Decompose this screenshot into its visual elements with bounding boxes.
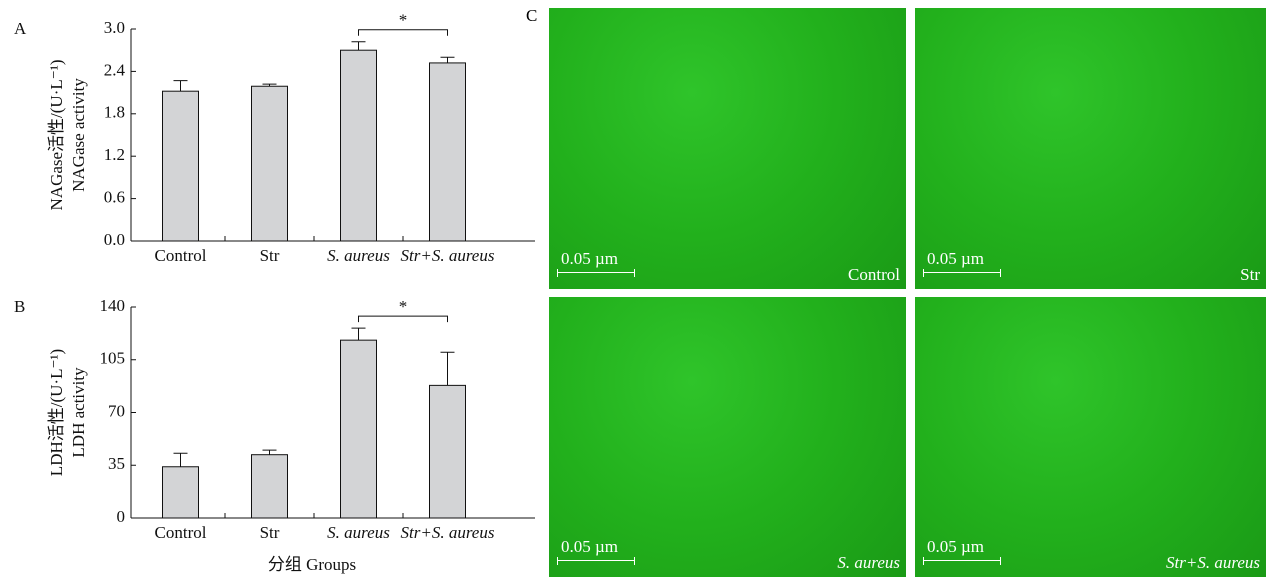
panel-label: C: [526, 6, 537, 26]
y-tick-label: 0.0: [104, 230, 125, 249]
scale-bar: [923, 557, 1001, 565]
micrograph: 0.05 µm S. aureus: [549, 297, 906, 577]
error-bar: [352, 328, 366, 340]
x-tick-label: S. aureus: [327, 523, 390, 542]
y-axis-label: LDH activity: [69, 367, 88, 458]
x-tick-label: Str+S. aureus: [401, 523, 495, 542]
error-bar: [352, 42, 366, 50]
bar: [341, 340, 377, 518]
y-tick-label: 105: [100, 349, 126, 368]
image-caption: S. aureus: [837, 553, 900, 573]
image-caption: Str+S. aureus: [1166, 553, 1260, 573]
bar: [163, 467, 199, 518]
y-axis-label: LDH活性/(U·L⁻¹): [47, 349, 66, 476]
y-tick-label: 1.2: [104, 145, 125, 164]
error-bar: [441, 57, 455, 63]
significance-label: *: [399, 297, 408, 316]
error-bar: [174, 453, 188, 467]
x-tick-label: Str: [260, 246, 280, 265]
x-tick-label: Str: [260, 523, 280, 542]
bar: [252, 455, 288, 518]
bar: [252, 86, 288, 241]
charts: A 0.0 0.6 1.2 1.8 2.4 3.0 NAGase活性/(U·L⁻¹)NAGas…: [0, 0, 545, 577]
y-tick-label: 70: [108, 401, 125, 420]
x-tick-label: Str+S. aureus: [401, 246, 495, 265]
x-axis-label: 分组 Groups: [268, 555, 356, 574]
panel-label: A: [14, 19, 27, 38]
scale-bar-label: 0.05 µm: [927, 537, 984, 557]
x-tick-label: Control: [155, 523, 207, 542]
x-tick-label: Control: [155, 246, 207, 265]
panel-label: B: [14, 297, 25, 316]
significance-bracket: [359, 316, 448, 322]
y-tick-label: 140: [100, 296, 126, 315]
y-axis-label: NAGase活性/(U·L⁻¹): [47, 60, 66, 211]
scale-bar: [557, 269, 635, 277]
image-caption: Str: [1240, 265, 1260, 285]
micrograph: 0.05 µm Str+S. aureus: [915, 297, 1266, 577]
y-tick-label: 2.4: [104, 60, 126, 79]
scale-bar-label: 0.05 µm: [561, 537, 618, 557]
x-tick-label: S. aureus: [327, 246, 390, 265]
significance-label: *: [399, 11, 408, 30]
y-tick-label: 3.0: [104, 18, 125, 37]
error-bar: [441, 352, 455, 385]
bar: [430, 385, 466, 518]
micrograph: 0.05 µm Str: [915, 8, 1266, 289]
scale-bar-label: 0.05 µm: [927, 249, 984, 269]
y-tick-label: 0: [117, 507, 126, 526]
bar: [430, 63, 466, 241]
significance-bracket: [359, 30, 448, 36]
bar: [163, 91, 199, 241]
scale-bar: [923, 269, 1001, 277]
y-tick-label: 1.8: [104, 103, 125, 122]
y-tick-label: 0.6: [104, 188, 125, 207]
y-tick-label: 35: [108, 454, 125, 473]
error-bar: [263, 450, 277, 455]
bar: [341, 50, 377, 241]
figure: A 0.0 0.6 1.2 1.8 2.4 3.0 NAGase活性/(U·L⁻¹)NAGas…: [0, 0, 1269, 577]
scale-bar-label: 0.05 µm: [561, 249, 618, 269]
y-axis-label: NAGase activity: [69, 78, 88, 192]
scale-bar: [557, 557, 635, 565]
micrograph: 0.05 µm Control: [549, 8, 906, 289]
error-bar: [174, 81, 188, 92]
image-caption: Control: [848, 265, 900, 285]
